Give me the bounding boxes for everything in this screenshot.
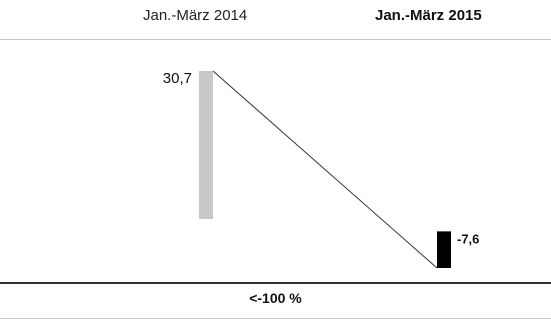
header-divider xyxy=(0,39,551,40)
chart-header: Jan.-März 2014 Jan.-März 2015 xyxy=(0,0,551,40)
connector-line xyxy=(212,70,438,269)
footer-divider xyxy=(0,318,551,319)
change-label: <-100 % xyxy=(249,290,302,306)
value-label-2015: -7,6 xyxy=(457,231,479,246)
value-label-2014: 30,7 xyxy=(163,70,192,87)
category-label-2015: Jan.-März 2015 xyxy=(375,7,482,24)
baseline-divider xyxy=(0,282,551,284)
bar-2014 xyxy=(199,71,213,219)
category-label-2014: Jan.-März 2014 xyxy=(143,7,248,24)
bar-2015 xyxy=(437,231,451,268)
